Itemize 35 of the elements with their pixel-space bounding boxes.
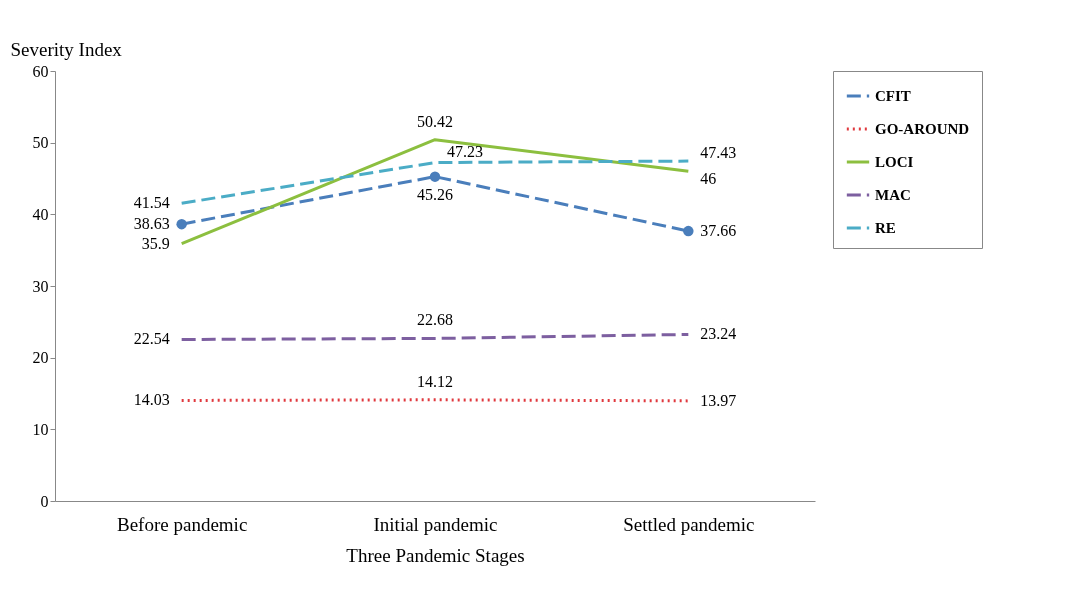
data-label: 14.03 (133, 391, 170, 409)
y-tick-label: 30 (32, 277, 49, 295)
x-tick-label: Before pandemic (117, 513, 248, 535)
data-label: 35.9 (141, 234, 170, 252)
data-label: 41.54 (133, 194, 170, 212)
data-label: 47.23 (447, 142, 483, 160)
data-label: 37.66 (700, 222, 737, 240)
x-tick-label: Initial pandemic (373, 513, 498, 535)
data-label: 14.12 (417, 372, 453, 390)
legend-label: CFIT (875, 88, 911, 104)
legend-label: LOCI (875, 154, 914, 170)
y-tick-label: 40 (32, 205, 49, 223)
data-label: 22.54 (133, 330, 170, 348)
data-label: 46 (700, 170, 717, 188)
x-axis-title: Three Pandemic Stages (346, 544, 525, 566)
data-label: 45.26 (417, 185, 453, 203)
data-label: 22.68 (417, 311, 453, 329)
data-label: 23.24 (700, 325, 737, 343)
legend-label: MAC (875, 187, 911, 203)
y-axis-title: Severity Index (10, 38, 123, 60)
data-label: 13.97 (700, 391, 737, 409)
point (683, 225, 694, 237)
data-label: 38.63 (133, 215, 170, 233)
legend-label: RE (875, 220, 896, 236)
point (429, 171, 441, 182)
data-label: 50.42 (417, 112, 453, 130)
y-tick-label: 20 (32, 349, 49, 367)
data-label: 47.43 (700, 144, 737, 162)
legend-label: GO-AROUND (875, 121, 970, 137)
y-tick-label: 50 (32, 134, 49, 152)
x-tick-label: Settled pandemic (623, 513, 755, 535)
y-tick-label: 10 (32, 420, 49, 438)
y-tick-label: 0 (40, 492, 49, 510)
point (176, 218, 187, 230)
y-tick-label: 60 (32, 62, 49, 80)
